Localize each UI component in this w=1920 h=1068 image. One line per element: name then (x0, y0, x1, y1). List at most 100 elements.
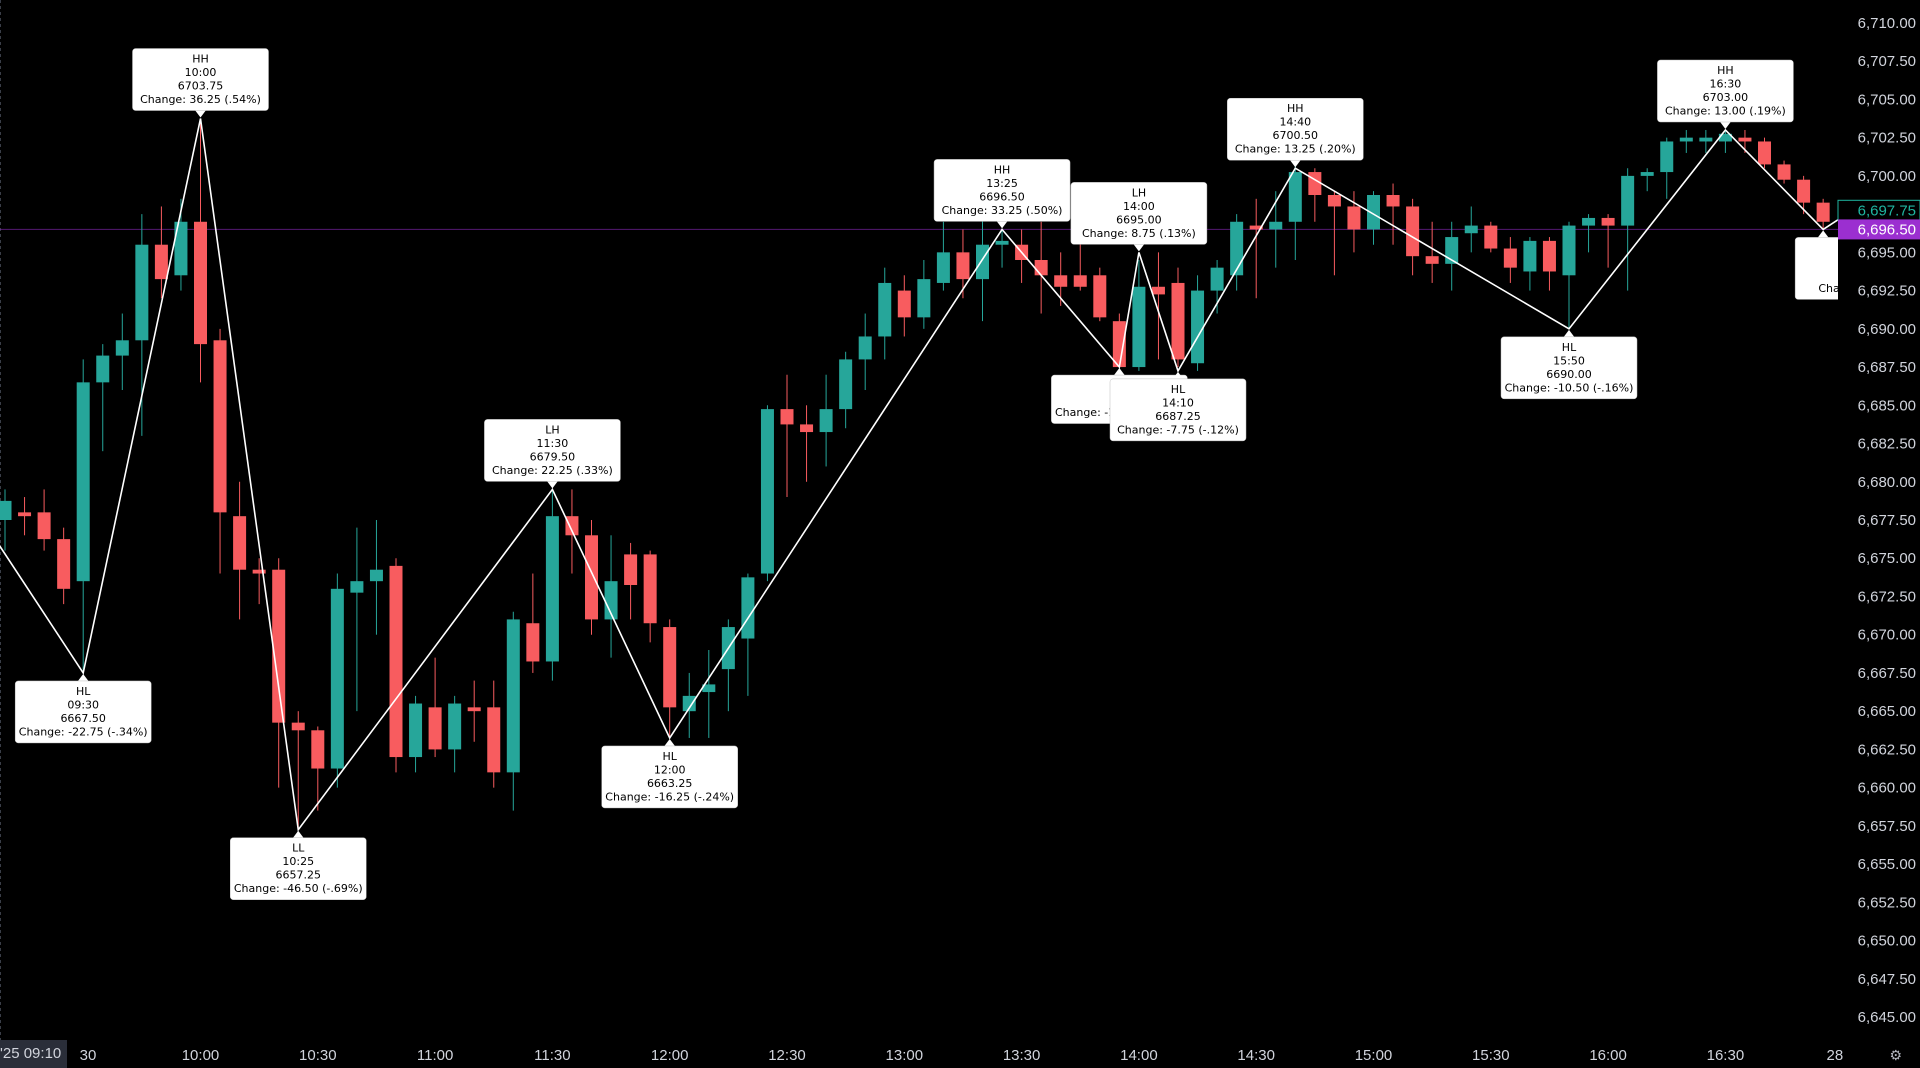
time-tick-label: 15:00 (1355, 1047, 1393, 1064)
pivot-label-box (132, 48, 269, 111)
pivot-label-line: 14:00 (1123, 200, 1155, 213)
pivot-label-box (1500, 336, 1638, 400)
candles (0, 118, 1830, 830)
candle-body-down (194, 221, 207, 345)
candle (194, 118, 207, 383)
candle-body-down (1151, 286, 1165, 295)
candle (585, 520, 598, 635)
candle (1640, 168, 1654, 192)
candle (1073, 237, 1087, 291)
candle-body-down (800, 424, 814, 433)
candle (1191, 275, 1205, 371)
pivot-label-line: HH (1717, 64, 1734, 77)
candle (1386, 183, 1400, 245)
candle (96, 344, 110, 452)
candle-body-down (585, 535, 598, 620)
pivot-label-pointer (1289, 159, 1302, 168)
pivot-label-line: 12:00 (654, 763, 686, 776)
pivot-label-line: HL (1562, 341, 1577, 354)
pivot-label-line: 13:25 (986, 177, 1018, 190)
candle-body-up (682, 695, 696, 712)
pivot-label-line: HH (994, 163, 1011, 176)
candle-body-down (780, 409, 794, 425)
candle (1758, 137, 1771, 169)
candle-body-up (1288, 172, 1302, 222)
candle (311, 726, 325, 811)
time-tick-label: 30 (80, 1047, 97, 1064)
pivot-label-line: 16:30 (1710, 78, 1742, 91)
candle (272, 558, 286, 788)
time-tick-label: 13:30 (1003, 1047, 1041, 1064)
candle (1132, 260, 1146, 371)
pivot-label-box (933, 159, 1071, 222)
pivot-label-line: 6657.25 (276, 869, 322, 882)
candle (389, 558, 403, 773)
time-tick-label: 11:00 (417, 1047, 453, 1064)
time-tick-label: 13:00 (886, 1047, 924, 1064)
candle-body-down (663, 627, 677, 708)
candle (839, 351, 853, 429)
pivot-label-pointer (194, 109, 207, 118)
candle-body-down (897, 290, 911, 318)
time-tick-label: 28 (1827, 1047, 1844, 1064)
candle (663, 619, 677, 738)
candle-body-down (1347, 206, 1361, 230)
candle (115, 313, 129, 390)
pivot-label-line: HL (662, 750, 677, 763)
candle (1660, 137, 1674, 199)
candle-body-up (409, 703, 423, 758)
candle (1151, 252, 1165, 360)
candle (526, 573, 540, 673)
candle-body-down (487, 707, 501, 773)
candle-body-up (76, 382, 90, 582)
pivot-label-line: 6703.00 (1703, 91, 1749, 104)
candle-body-down (1503, 248, 1517, 268)
pivot-label-line: Change: -46.50 (-.69%) (234, 882, 363, 895)
candle (643, 550, 657, 643)
candle (936, 221, 950, 291)
candle-body-up (1210, 267, 1224, 291)
candle-body-down (1797, 179, 1811, 203)
price-axis[interactable]: 6,645.00 6,647.50 6,650.00 6,652.50 6,655.00… (1837, 0, 1920, 1040)
pivot-label-line: 6700.50 (1273, 129, 1319, 142)
pivot-label-pointer (1563, 329, 1575, 338)
price-tick-label: 6,657.50 (1858, 818, 1916, 835)
pivot-label-line: Change: -16.25 (-.24%) (605, 790, 734, 803)
pivot-label-line: 6690.00 (1546, 368, 1592, 381)
pivot-label-pointer (1132, 243, 1145, 252)
marker-price-tag: 6,696.50 (1838, 219, 1920, 240)
time-tick-label: 12:00 (651, 1047, 689, 1064)
candle (487, 680, 501, 788)
candle-body-up (1132, 286, 1146, 368)
candle-body-down (1112, 321, 1126, 368)
pivot-label-line: Change: 13.00 (.19%) (1665, 105, 1786, 118)
pivot-label-pointer (292, 830, 305, 839)
candle-body-down (467, 707, 481, 712)
candle-body-up (448, 703, 462, 750)
candle (1093, 267, 1107, 322)
axis-settings-icon[interactable]: ⚙ (1889, 1047, 1902, 1063)
candle (604, 535, 618, 658)
candle-body-down (1093, 275, 1107, 318)
candle (858, 313, 872, 390)
candle (702, 650, 716, 738)
time-tick-label: 12:30 (768, 1047, 806, 1064)
time-tick-label: 10:30 (299, 1047, 337, 1064)
candle-body-up (995, 240, 1009, 245)
candle-body-up (1621, 175, 1635, 226)
candle (252, 558, 266, 605)
price-tick-label: 6,675.00 (1858, 550, 1916, 567)
pivot-label-pointer (1113, 368, 1126, 377)
candle-body-down (154, 244, 168, 280)
pivot-label-line: Change: 22.25 (.33%) (492, 464, 613, 477)
time-axis[interactable]: 30 10:00 10:30 11:00 11:30 12:00 12:30 13:00 13:… (0, 1040, 1920, 1068)
time-axis-corner-label: '25 09:10 (0, 1040, 68, 1068)
candle (233, 481, 247, 620)
candle-body-down (37, 512, 51, 540)
price-tag-box (1838, 219, 1920, 240)
pivot-label-box (14, 680, 152, 744)
candle (57, 527, 71, 605)
